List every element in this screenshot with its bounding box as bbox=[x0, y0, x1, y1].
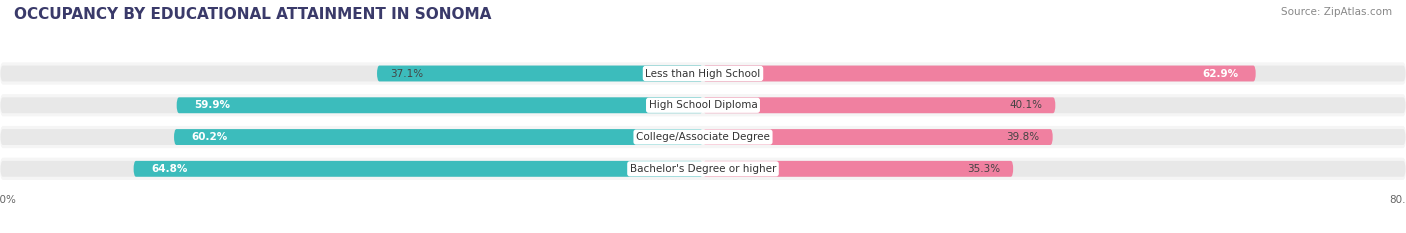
FancyBboxPatch shape bbox=[0, 94, 1406, 116]
FancyBboxPatch shape bbox=[703, 97, 1056, 113]
Text: 35.3%: 35.3% bbox=[967, 164, 1000, 174]
Text: College/Associate Degree: College/Associate Degree bbox=[636, 132, 770, 142]
FancyBboxPatch shape bbox=[377, 65, 703, 82]
Text: 39.8%: 39.8% bbox=[1007, 132, 1039, 142]
Text: 64.8%: 64.8% bbox=[152, 164, 187, 174]
FancyBboxPatch shape bbox=[703, 161, 1014, 177]
FancyBboxPatch shape bbox=[703, 65, 1256, 82]
Text: Bachelor's Degree or higher: Bachelor's Degree or higher bbox=[630, 164, 776, 174]
Text: 62.9%: 62.9% bbox=[1202, 69, 1239, 79]
FancyBboxPatch shape bbox=[0, 126, 1406, 148]
FancyBboxPatch shape bbox=[177, 97, 703, 113]
Text: High School Diploma: High School Diploma bbox=[648, 100, 758, 110]
FancyBboxPatch shape bbox=[0, 158, 1406, 180]
FancyBboxPatch shape bbox=[0, 97, 1406, 113]
Text: 59.9%: 59.9% bbox=[194, 100, 231, 110]
Text: Less than High School: Less than High School bbox=[645, 69, 761, 79]
FancyBboxPatch shape bbox=[703, 129, 1053, 145]
FancyBboxPatch shape bbox=[134, 161, 703, 177]
FancyBboxPatch shape bbox=[0, 161, 1406, 177]
FancyBboxPatch shape bbox=[174, 129, 703, 145]
Text: Source: ZipAtlas.com: Source: ZipAtlas.com bbox=[1281, 7, 1392, 17]
Text: OCCUPANCY BY EDUCATIONAL ATTAINMENT IN SONOMA: OCCUPANCY BY EDUCATIONAL ATTAINMENT IN S… bbox=[14, 7, 492, 22]
Text: 60.2%: 60.2% bbox=[191, 132, 228, 142]
FancyBboxPatch shape bbox=[0, 65, 1406, 82]
Text: 40.1%: 40.1% bbox=[1010, 100, 1042, 110]
Text: 37.1%: 37.1% bbox=[391, 69, 423, 79]
FancyBboxPatch shape bbox=[0, 129, 1406, 145]
FancyBboxPatch shape bbox=[0, 62, 1406, 85]
